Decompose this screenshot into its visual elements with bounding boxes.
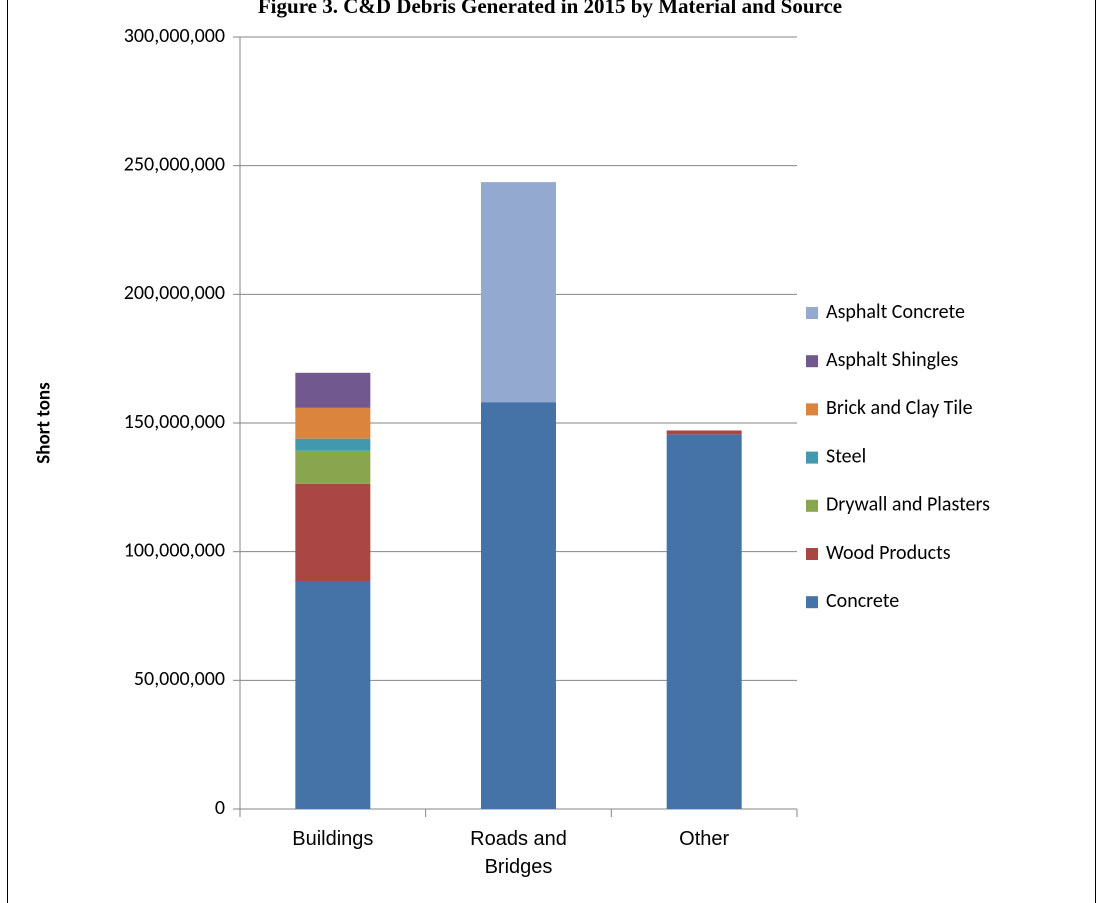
bar-segment [666, 430, 742, 435]
bar-segment [295, 438, 371, 451]
bar-segment [295, 450, 371, 484]
frame [7, 0, 1096, 903]
y-tick-label: 0 [215, 796, 225, 820]
legend-label: Brick and Clay Tile [826, 396, 973, 420]
legend-label: Asphalt Concrete [826, 300, 965, 324]
x-tick-label: Roads and Bridges [470, 828, 567, 878]
bar-segment [295, 407, 371, 439]
y-tick-label: 50,000,000 [134, 667, 225, 691]
bar-segment [666, 434, 742, 809]
bar-segment [481, 402, 556, 809]
bar-segment [481, 182, 556, 403]
legend-label: Asphalt Shingles [826, 348, 959, 372]
y-tick-label: 100,000,000 [124, 538, 225, 562]
legend-swatch [806, 307, 818, 319]
legend-swatch [806, 451, 818, 464]
legend-label: Drywall and Plasters [826, 493, 990, 517]
x-tick-label: Other [679, 828, 730, 850]
y-tick-label: 200,000,000 [124, 281, 225, 305]
bar-segment [295, 581, 371, 809]
bar-segment [295, 372, 371, 408]
legend-swatch [806, 499, 818, 512]
legend-swatch [806, 403, 818, 416]
legend-label: Concrete [826, 589, 899, 613]
legend-swatch [806, 596, 818, 609]
y-tick-label: 250,000,000 [124, 152, 225, 176]
y-tick-label: 300,000,000 [124, 24, 225, 48]
legend-swatch [806, 548, 818, 560]
y-axis-title: Short tons [33, 382, 56, 464]
x-tick-label: Buildings [292, 828, 374, 850]
legend-label: Steel [826, 444, 866, 468]
bar-segment [295, 483, 371, 582]
chart-title: Figure 3. C&D Debris Generated in 2015 b… [258, 0, 842, 18]
legend-label: Wood Products [826, 541, 951, 565]
legend-swatch [806, 355, 818, 368]
y-tick-label: 150,000,000 [124, 410, 225, 434]
